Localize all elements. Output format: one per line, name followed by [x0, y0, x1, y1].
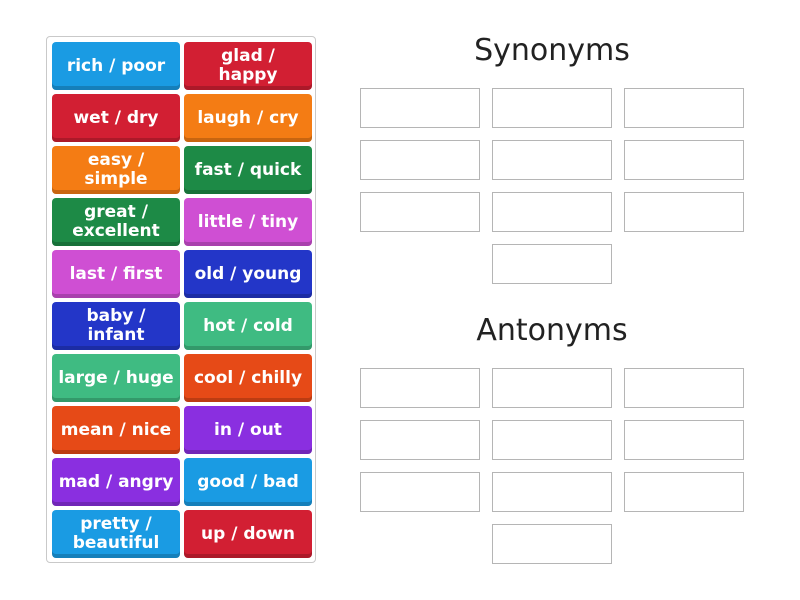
tiles-panel: rich / poor glad / happy wet / dry laugh / …	[46, 36, 316, 563]
word-pair-tile[interactable]: little / tiny	[184, 198, 312, 246]
synonym-drop-slot[interactable]	[492, 192, 612, 232]
synonym-drop-slot[interactable]	[492, 244, 612, 284]
word-pair-tile[interactable]: last / first	[52, 250, 180, 298]
antonym-drop-slot[interactable]	[624, 368, 744, 408]
antonym-drop-slot[interactable]	[360, 472, 480, 512]
antonym-drop-slot[interactable]	[360, 368, 480, 408]
word-pair-tile[interactable]: mean / nice	[52, 406, 180, 454]
antonym-drop-slot[interactable]	[492, 420, 612, 460]
synonym-drop-slot[interactable]	[624, 88, 744, 128]
antonym-drop-slot[interactable]	[492, 472, 612, 512]
synonym-drop-slot[interactable]	[624, 140, 744, 180]
antonym-drop-slot[interactable]	[624, 472, 744, 512]
word-pair-tile[interactable]: baby / infant	[52, 302, 180, 350]
word-pair-tile[interactable]: great / excellent	[52, 198, 180, 246]
word-pair-tile[interactable]: rich / poor	[52, 42, 180, 90]
word-pair-tile[interactable]: good / bad	[184, 458, 312, 506]
antonym-drop-slot[interactable]	[360, 420, 480, 460]
word-pair-tile[interactable]: cool / chilly	[184, 354, 312, 402]
word-pair-tile[interactable]: easy / simple	[52, 146, 180, 194]
word-pair-tile[interactable]: fast / quick	[184, 146, 312, 194]
synonym-drop-slot[interactable]	[624, 192, 744, 232]
word-pair-tile[interactable]: pretty / beautiful	[52, 510, 180, 558]
word-pair-tile[interactable]: laugh / cry	[184, 94, 312, 142]
synonyms-heading: Synonyms	[474, 33, 630, 68]
synonym-drop-slot[interactable]	[360, 192, 480, 232]
word-pair-tile[interactable]: hot / cold	[184, 302, 312, 350]
antonym-drop-slot[interactable]	[492, 368, 612, 408]
word-pair-tile[interactable]: wet / dry	[52, 94, 180, 142]
word-pair-tile[interactable]: large / huge	[52, 354, 180, 402]
antonym-drop-slot[interactable]	[492, 524, 612, 564]
synonym-drop-slot[interactable]	[492, 140, 612, 180]
word-pair-tile[interactable]: old / young	[184, 250, 312, 298]
word-pair-tile[interactable]: glad / happy	[184, 42, 312, 90]
synonym-drop-slot[interactable]	[360, 88, 480, 128]
word-pair-tile[interactable]: mad / angry	[52, 458, 180, 506]
antonyms-heading: Antonyms	[476, 313, 628, 348]
synonym-drop-slot[interactable]	[360, 140, 480, 180]
antonym-drop-slot[interactable]	[624, 420, 744, 460]
word-pair-tile[interactable]: up / down	[184, 510, 312, 558]
synonym-drop-slot[interactable]	[492, 88, 612, 128]
word-pair-tile[interactable]: in / out	[184, 406, 312, 454]
